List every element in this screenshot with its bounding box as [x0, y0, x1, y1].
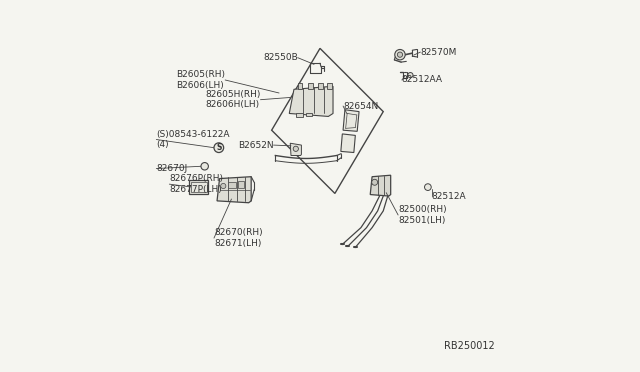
Text: (S)08543-6122A
(4): (S)08543-6122A (4) — [156, 130, 230, 149]
Polygon shape — [370, 175, 390, 196]
FancyBboxPatch shape — [228, 182, 236, 188]
Text: 82654N: 82654N — [343, 102, 378, 110]
Circle shape — [395, 49, 405, 60]
FancyBboxPatch shape — [328, 83, 332, 89]
Circle shape — [397, 52, 403, 57]
Text: 82670J: 82670J — [156, 164, 188, 173]
Circle shape — [372, 179, 378, 185]
Text: 82605H(RH)
82606H(LH): 82605H(RH) 82606H(LH) — [205, 90, 260, 109]
Text: 82550B: 82550B — [263, 53, 298, 62]
Polygon shape — [341, 134, 355, 153]
Text: 82670(RH)
82671(LH): 82670(RH) 82671(LH) — [214, 228, 262, 248]
Polygon shape — [291, 143, 301, 155]
Polygon shape — [189, 180, 209, 194]
Text: 82570M: 82570M — [420, 48, 457, 57]
Text: 82512AA: 82512AA — [402, 76, 443, 84]
FancyBboxPatch shape — [308, 83, 312, 89]
Polygon shape — [289, 86, 333, 116]
Polygon shape — [343, 110, 359, 131]
FancyBboxPatch shape — [306, 113, 312, 116]
Text: 82512A: 82512A — [431, 192, 466, 201]
FancyBboxPatch shape — [238, 181, 244, 188]
FancyBboxPatch shape — [318, 83, 323, 89]
Circle shape — [201, 163, 209, 170]
Circle shape — [214, 143, 223, 153]
FancyBboxPatch shape — [298, 83, 302, 89]
FancyBboxPatch shape — [296, 113, 303, 117]
Text: 82500(RH)
82501(LH): 82500(RH) 82501(LH) — [398, 205, 447, 225]
Text: B2605(RH)
B2606(LH): B2605(RH) B2606(LH) — [176, 70, 225, 90]
Circle shape — [424, 184, 431, 190]
Circle shape — [293, 146, 298, 151]
Circle shape — [408, 73, 413, 78]
Circle shape — [221, 183, 226, 189]
Text: S: S — [216, 143, 221, 152]
Polygon shape — [217, 177, 251, 203]
Text: B2652N: B2652N — [238, 141, 273, 150]
Text: RB250012: RB250012 — [444, 341, 495, 351]
Text: 82676P(RH)
82677P(LH): 82676P(RH) 82677P(LH) — [170, 174, 223, 194]
